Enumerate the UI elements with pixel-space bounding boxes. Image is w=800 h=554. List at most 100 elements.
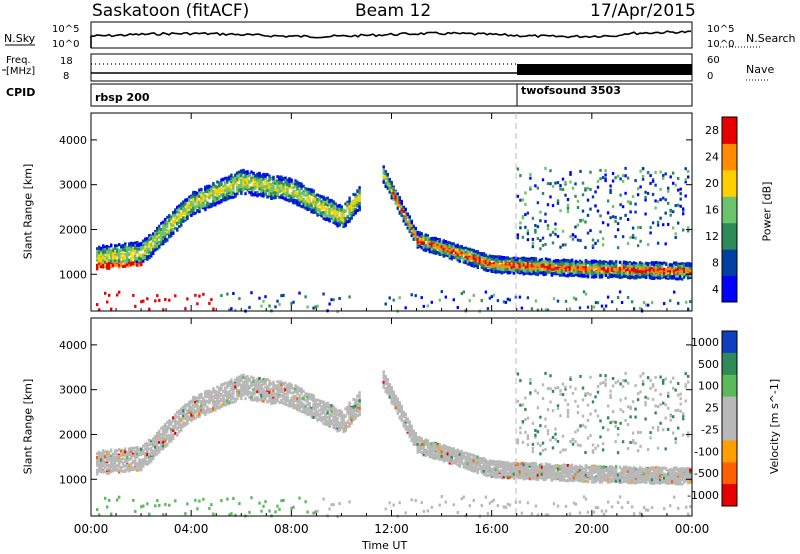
power-cell bbox=[673, 269, 676, 273]
velocity-cell bbox=[100, 467, 103, 471]
power-cell bbox=[576, 270, 580, 274]
power-cell bbox=[340, 221, 343, 225]
power-cell bbox=[528, 257, 532, 261]
power-cell bbox=[274, 196, 277, 200]
power-cell bbox=[586, 266, 590, 270]
power-cell bbox=[122, 260, 125, 263]
power-cell bbox=[470, 255, 473, 259]
power-cell bbox=[342, 218, 345, 222]
power-cell bbox=[530, 261, 534, 265]
power-cell bbox=[98, 246, 101, 250]
power-cell bbox=[166, 238, 169, 242]
power-cell bbox=[448, 241, 451, 245]
velocity-cell bbox=[108, 498, 111, 502]
velocity-cell bbox=[160, 426, 163, 430]
power-cell bbox=[140, 245, 143, 249]
power-cell bbox=[322, 211, 325, 214]
power-cell bbox=[240, 182, 243, 186]
power-cell bbox=[609, 216, 612, 220]
power-cell bbox=[174, 216, 177, 220]
power-cell bbox=[550, 270, 554, 274]
power-cell bbox=[350, 208, 353, 212]
power-cell bbox=[568, 263, 572, 266]
power-cell bbox=[580, 270, 584, 274]
velocity-cell bbox=[148, 443, 151, 447]
power-cell bbox=[610, 263, 614, 267]
power-cell bbox=[400, 205, 403, 209]
power-cell bbox=[438, 298, 441, 302]
power-cell bbox=[200, 187, 203, 191]
power-cell bbox=[584, 220, 587, 224]
power-cell bbox=[308, 207, 311, 211]
power-cell bbox=[276, 175, 279, 179]
power-cell bbox=[322, 213, 325, 217]
power-cell bbox=[260, 304, 263, 308]
power-cell bbox=[102, 259, 105, 263]
power-cell bbox=[498, 257, 502, 260]
power-cell bbox=[314, 210, 317, 214]
power-cell bbox=[256, 175, 259, 179]
freq-panel bbox=[2, 53, 770, 82]
velocity-cell bbox=[122, 461, 125, 465]
velocity-cell bbox=[118, 470, 121, 474]
power-cell bbox=[292, 197, 295, 201]
power-cell bbox=[556, 266, 560, 270]
power-cell bbox=[582, 274, 586, 277]
power-cell bbox=[222, 184, 225, 188]
power-cell bbox=[292, 193, 295, 197]
velocity-cell bbox=[120, 468, 123, 472]
power-cell bbox=[584, 259, 588, 263]
power-cell bbox=[262, 186, 265, 190]
power-cell bbox=[268, 304, 271, 308]
power-cell bbox=[212, 183, 215, 187]
power-cell bbox=[679, 277, 682, 281]
power-cell bbox=[200, 206, 203, 210]
power-cell bbox=[236, 192, 239, 196]
velocity-cell bbox=[114, 464, 117, 468]
power-cell bbox=[308, 197, 311, 201]
velocity-cell bbox=[136, 465, 139, 469]
power-cell bbox=[254, 177, 257, 181]
power-cell bbox=[232, 292, 235, 295]
power-cell bbox=[658, 261, 662, 265]
power-cell bbox=[454, 251, 457, 255]
power-cell bbox=[508, 271, 512, 274]
power-cell bbox=[672, 210, 675, 214]
power-cell bbox=[438, 239, 441, 243]
power-cell bbox=[634, 270, 638, 274]
power-cell bbox=[602, 307, 606, 311]
power-cell bbox=[599, 214, 602, 218]
power-cell bbox=[96, 265, 99, 269]
power-cell bbox=[682, 207, 685, 211]
power-cell bbox=[558, 259, 562, 263]
power-cell bbox=[212, 189, 215, 193]
velocity-cell bbox=[152, 441, 155, 444]
power-cell bbox=[228, 184, 231, 188]
power-cell bbox=[649, 231, 652, 235]
power-cell bbox=[384, 172, 387, 176]
power-cell bbox=[272, 180, 275, 184]
power-cell bbox=[654, 273, 658, 277]
power-cell bbox=[230, 177, 233, 181]
power-cell bbox=[604, 263, 608, 267]
power-cell bbox=[132, 243, 135, 247]
power-cell bbox=[546, 270, 550, 274]
power-cell bbox=[550, 267, 554, 270]
power-cell bbox=[466, 252, 469, 255]
power-cell bbox=[130, 258, 133, 262]
power-cell bbox=[120, 261, 123, 265]
power-cell bbox=[474, 264, 477, 268]
power-cell bbox=[146, 248, 149, 252]
power-cell bbox=[663, 261, 666, 265]
power-cell bbox=[216, 201, 219, 205]
power-cell bbox=[298, 193, 301, 197]
power-cell bbox=[579, 219, 582, 223]
power-cell bbox=[632, 262, 636, 266]
power-cell bbox=[258, 172, 261, 175]
power-cell bbox=[646, 266, 650, 270]
freq-label: Freq. bbox=[6, 55, 31, 66]
velocity-cell bbox=[122, 449, 125, 453]
power-cell bbox=[120, 244, 123, 248]
power-cell bbox=[386, 176, 389, 180]
power-cell bbox=[576, 261, 580, 264]
